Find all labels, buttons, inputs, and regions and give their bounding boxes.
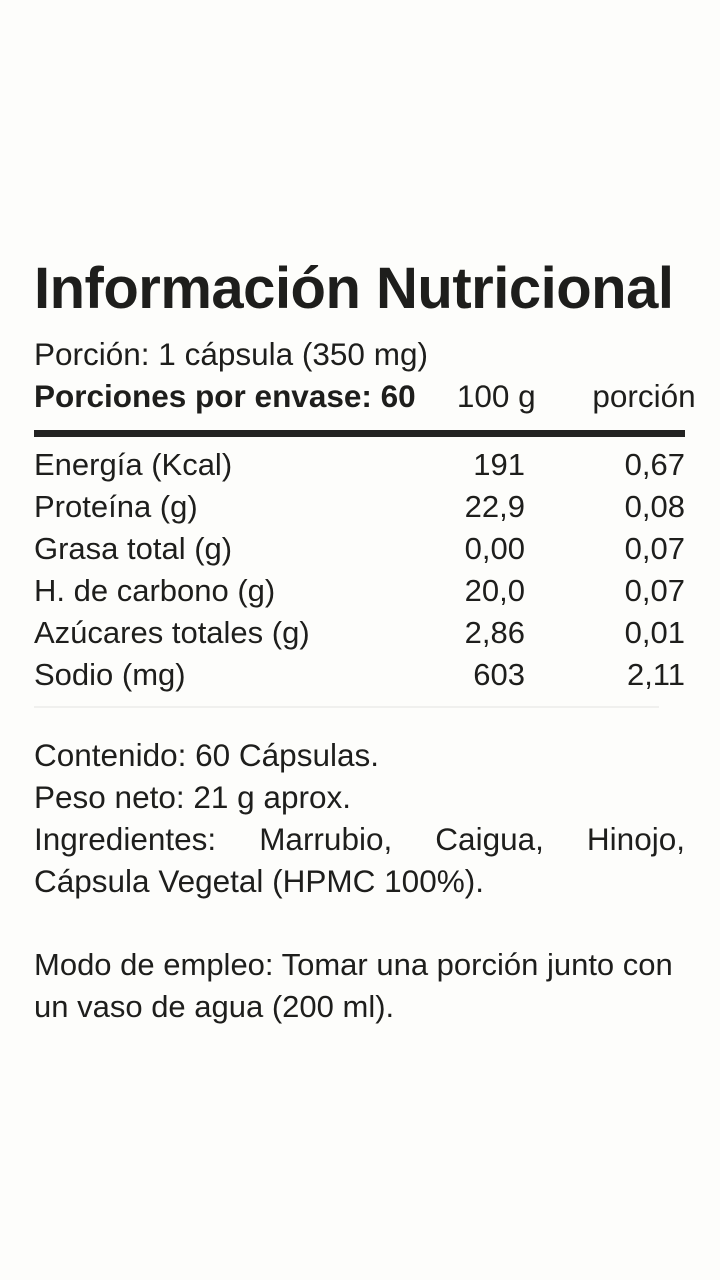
table-row: H. de carbono (g) 20,0 0,07: [34, 570, 685, 612]
table-row: Proteína (g) 22,9 0,08: [34, 486, 685, 528]
value-per-portion: 0,07: [624, 531, 685, 566]
value-per-portion: 0,67: [624, 447, 685, 482]
contenido-line: Contenido: 60 Cápsulas.: [34, 737, 379, 773]
value-per-100g: 603: [473, 657, 525, 692]
value-per-100g: 22,9: [464, 489, 525, 524]
nutrient-name: Proteína (g): [34, 489, 198, 524]
peso-neto-line: Peso neto: 21 g aprox.: [34, 779, 351, 815]
value-per-100g: 2,86: [464, 615, 525, 650]
ingredientes-line-1: Ingredientes: Marrubio, Caigua, Hinojo,: [34, 821, 685, 857]
nutrient-name: Azúcares totales (g): [34, 615, 310, 650]
usage-line-1: Modo de empleo: Tomar una porción junto …: [34, 947, 673, 982]
nutrient-name: Sodio (mg): [34, 657, 186, 692]
value-per-portion: 0,07: [624, 573, 685, 608]
column-header-portion: porción: [592, 378, 696, 414]
value-per-portion: 2,11: [626, 657, 685, 692]
column-header-100g: 100 g: [456, 378, 536, 414]
nutrition-table: Energía (Kcal) 191 0,67 Proteína (g) 22,…: [34, 444, 685, 696]
nutrient-name: Energía (Kcal): [34, 447, 233, 482]
table-header-row: Porciones por envase: 60 100 g porción: [34, 376, 696, 416]
table-row: Energía (Kcal) 191 0,67: [34, 444, 685, 486]
value-per-100g: 0,00: [464, 531, 525, 566]
table-row: Sodio (mg) 603 2,11: [34, 654, 685, 696]
serving-size-line: Porción: 1 cápsula (350 mg): [34, 336, 428, 372]
details-block: Contenido: 60 Cápsulas. Peso neto: 21 g …: [34, 734, 685, 902]
table-row: Grasa total (g) 0,00 0,07: [34, 528, 685, 570]
table-row: Azúcares totales (g) 2,86 0,01: [34, 612, 685, 654]
nutrition-label: Información Nutricional Porción: 1 cápsu…: [0, 260, 720, 1280]
table-bottom-faded-rule: [34, 706, 659, 708]
nutrient-name: H. de carbono (g): [34, 573, 276, 608]
value-per-portion: 0,08: [624, 489, 685, 524]
value-per-100g: 191: [473, 447, 525, 482]
nutrient-name: Grasa total (g): [34, 531, 233, 566]
value-per-portion: 0,01: [624, 615, 685, 650]
ingredientes-line-2: Cápsula Vegetal (HPMC 100%).: [34, 863, 484, 899]
usage-block: Modo de empleo: Tomar una porción junto …: [34, 944, 685, 1028]
label-title: Información Nutricional: [34, 256, 674, 321]
value-per-100g: 20,0: [464, 573, 525, 608]
usage-line-2: un vaso de agua (200 ml).: [34, 989, 395, 1024]
table-top-rule: [34, 430, 685, 437]
servings-per-container: Porciones por envase: 60: [34, 378, 416, 414]
